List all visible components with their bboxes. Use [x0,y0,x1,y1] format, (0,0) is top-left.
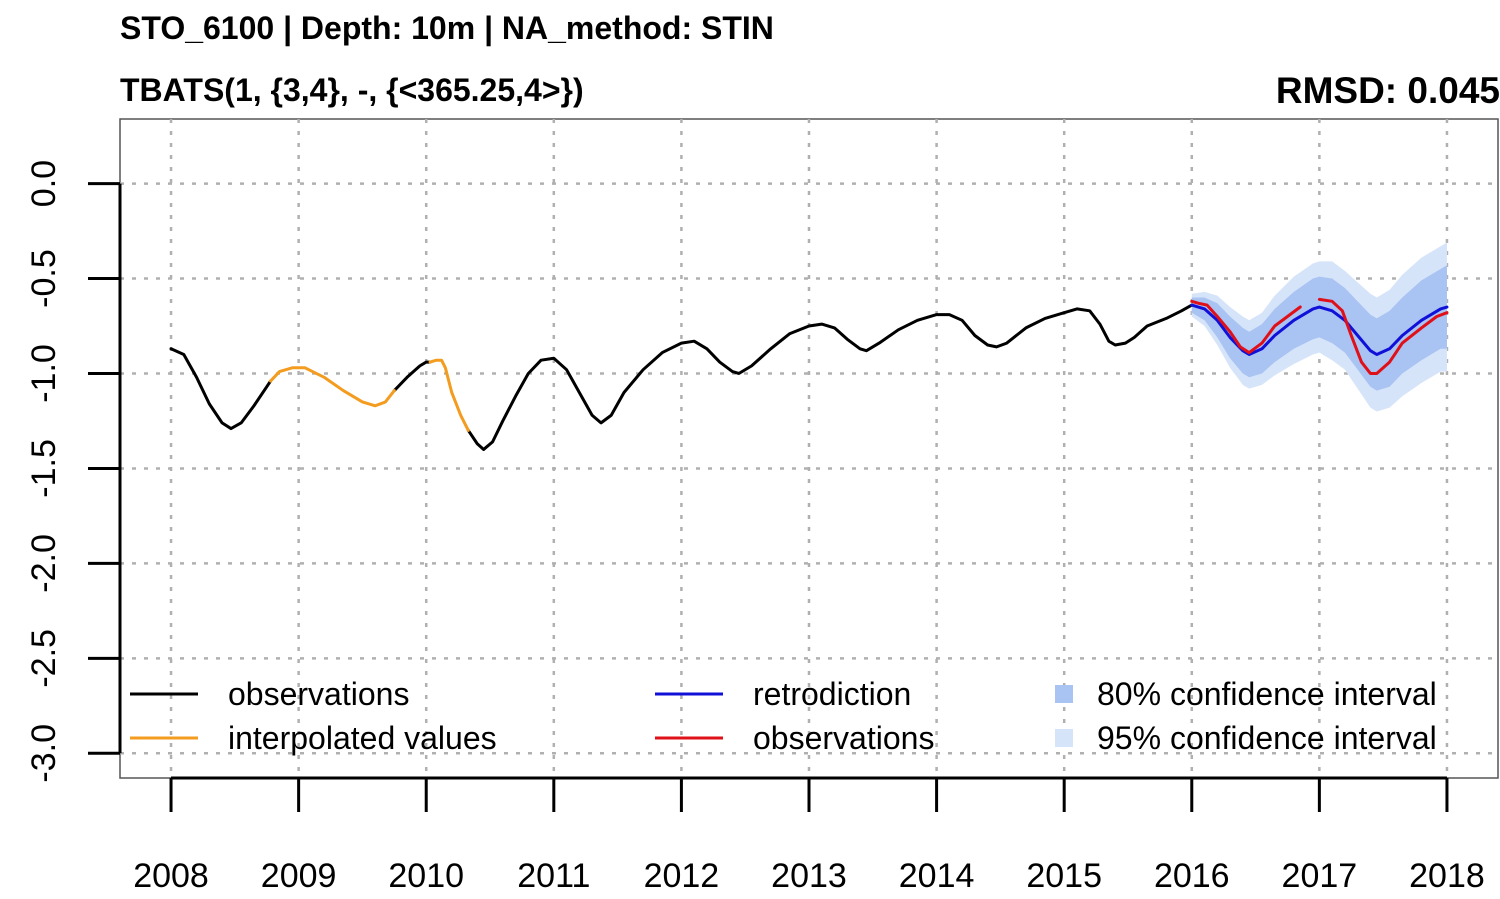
legend-label: 95% confidence interval [1097,720,1437,756]
y-axis: 0.0 -0.5 -1.0 -1.5 -2.0 -2.5 -3.0 [25,160,122,783]
y-tick-label: -0.5 [25,249,63,308]
legend: observations interpolated values retrodict… [130,676,1437,756]
y-tick-label: -2.0 [25,534,63,593]
x-tick-label: 2014 [899,857,975,895]
y-tick-label: -1.0 [25,344,63,403]
series-line-interpolated [269,366,396,408]
series-line-observations [392,360,432,393]
ci80-band [1191,265,1447,391]
legend-label: interpolated values [228,720,497,756]
series-lines [169,297,1449,451]
x-tick-label: 2017 [1282,857,1358,895]
legend-label: observations [228,676,409,712]
x-tick-label: 2010 [388,857,464,895]
x-tick-label: 2015 [1026,857,1102,895]
x-tick-label: 2008 [133,857,209,895]
series-line-retrodiction [1190,303,1449,356]
legend-swatch-box [1055,685,1073,703]
x-tick-label: 2016 [1154,857,1230,895]
series-line-interpolated [428,358,470,432]
y-tick-label: -1.5 [25,439,63,498]
ci80-band-group [1191,265,1447,391]
x-tick-label: 2011 [517,857,590,895]
grid-lines [120,119,1498,778]
legend-label: retrodiction [753,676,911,712]
series-line-observations-test [1190,299,1302,355]
y-tick-label: -2.5 [25,629,63,688]
x-axis: 2008 2009 2010 2011 2012 2013 2014 2015 2016 2017… [133,776,1485,895]
legend-swatch-box [1055,729,1073,747]
legend-label: 80% confidence interval [1097,676,1437,712]
x-tick-label: 2013 [771,857,847,895]
x-tick-label: 2018 [1409,857,1485,895]
series-line-observations [169,347,273,431]
rmsd-label: RMSD: 0.045 [1275,70,1500,111]
chart-subtitle: TBATS(1, {3,4}, -, {<365.25,4>}) [120,72,584,108]
series-line-observations-test [1317,297,1449,375]
legend-label: observations [753,720,934,756]
chart-title: STO_6100 | Depth: 10m | NA_method: STIN [120,10,774,46]
x-tick-label: 2009 [261,857,337,895]
y-tick-label: 0.0 [25,160,63,207]
series-line-observations [466,303,1194,451]
y-tick-label: -3.0 [25,724,63,783]
x-tick-label: 2012 [644,857,720,895]
